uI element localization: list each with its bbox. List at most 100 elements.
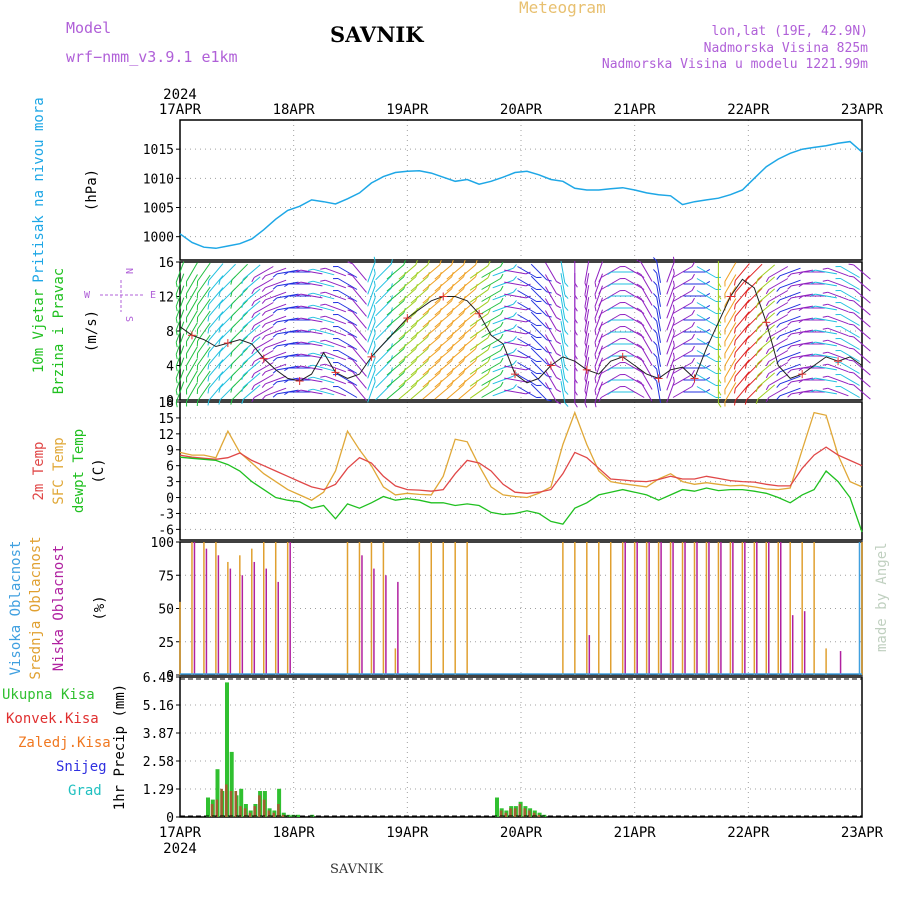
wind-barb bbox=[197, 262, 211, 282]
wind-barb-head bbox=[734, 304, 736, 310]
wind-barb-head bbox=[175, 390, 178, 396]
wind-barb-head bbox=[574, 342, 578, 348]
wind-barb bbox=[640, 322, 653, 342]
wind-barb bbox=[375, 323, 392, 341]
y-tick-label: 1010 bbox=[143, 172, 174, 187]
wind-barb bbox=[815, 353, 837, 359]
wind-barb-head bbox=[755, 338, 759, 344]
wind-barb-head bbox=[776, 299, 781, 304]
wind-barb-head bbox=[207, 400, 210, 406]
wind-barb bbox=[504, 341, 526, 347]
wind-barb-head bbox=[672, 268, 675, 274]
wind-barb bbox=[337, 374, 358, 386]
wind-barb bbox=[530, 371, 548, 389]
wind-barb-head bbox=[598, 277, 602, 283]
wind-barb bbox=[656, 345, 661, 367]
wind-barb-head bbox=[653, 269, 658, 274]
wind-barb-head bbox=[734, 388, 736, 394]
wind-barb-head bbox=[691, 273, 695, 279]
convective-precip-bar bbox=[509, 808, 512, 817]
wind-barb bbox=[734, 311, 750, 329]
wind-barb bbox=[352, 383, 367, 401]
wind-barb bbox=[734, 371, 750, 389]
wind-barb-head bbox=[848, 371, 854, 374]
wind-barb-head bbox=[175, 318, 178, 324]
wind-barb-head bbox=[653, 305, 658, 310]
wind-barb-head bbox=[218, 279, 221, 285]
precip-unit: 1hr Precip (mm) bbox=[112, 684, 128, 810]
convective-precip-bar bbox=[532, 812, 536, 817]
wind-barb bbox=[530, 275, 548, 293]
wind-barb-head bbox=[574, 306, 578, 312]
wind-barb-head bbox=[598, 289, 602, 295]
wind-barb bbox=[530, 323, 548, 341]
pressure-line bbox=[179, 140, 863, 250]
wind-barb-head bbox=[272, 345, 278, 350]
wind-barb-head bbox=[672, 292, 675, 298]
wind-barb-head bbox=[734, 364, 736, 370]
wind-barb-head bbox=[744, 375, 747, 381]
wind-barb-head bbox=[320, 303, 326, 306]
wind-barb-head bbox=[848, 335, 854, 338]
wind-barb bbox=[827, 327, 849, 337]
y-tick-label: 6.45 bbox=[143, 671, 174, 686]
wind-barb bbox=[325, 267, 347, 277]
wind-barb bbox=[492, 291, 514, 301]
wind-barb bbox=[469, 337, 489, 351]
wind-barb bbox=[560, 321, 566, 343]
wind-barb-head bbox=[487, 308, 491, 314]
wind-barb-head bbox=[241, 386, 244, 392]
wind-barb bbox=[186, 382, 198, 402]
wind-barb bbox=[779, 303, 801, 313]
wind-barb-head bbox=[487, 320, 491, 326]
wind-barb bbox=[175, 333, 185, 355]
wind-barb-head bbox=[574, 330, 578, 336]
time-tick-label-top: 20APR bbox=[500, 102, 543, 118]
wind-barb bbox=[791, 281, 814, 287]
wind-barb-head bbox=[734, 292, 736, 298]
wind-barb bbox=[208, 263, 224, 281]
wind-barb-head bbox=[463, 260, 466, 266]
wind-barb bbox=[504, 269, 526, 275]
wind-barb-head bbox=[251, 397, 255, 403]
wind-barb bbox=[186, 286, 198, 306]
wind-barb-head bbox=[798, 391, 804, 396]
wind-barb-head bbox=[776, 335, 781, 340]
wind-barb bbox=[504, 329, 526, 335]
y-tick-label: -3 bbox=[158, 507, 174, 522]
wind-barb-head bbox=[574, 378, 578, 384]
wind-barb bbox=[594, 309, 603, 331]
wind-barb bbox=[469, 301, 489, 315]
wind-barb bbox=[779, 327, 801, 337]
wind-barb-head bbox=[744, 387, 747, 393]
wind-barb bbox=[779, 267, 801, 277]
wind-barb-head bbox=[218, 339, 221, 345]
wind-barb-head bbox=[755, 278, 759, 284]
y-tick-label: 16 bbox=[158, 256, 174, 271]
wind-barb bbox=[367, 309, 376, 331]
wind-barb bbox=[696, 314, 717, 326]
wind-barb bbox=[768, 362, 789, 374]
wind-barb bbox=[253, 278, 274, 290]
wind-barb bbox=[186, 310, 198, 330]
wind-barb bbox=[840, 338, 860, 350]
wind-barb bbox=[724, 310, 737, 330]
wind-barb-head bbox=[261, 311, 266, 316]
time-tick-label-bottom: 18APR bbox=[273, 825, 316, 841]
wind-barb bbox=[458, 372, 476, 388]
wind-barb-head bbox=[691, 309, 695, 315]
wind-barb bbox=[492, 363, 514, 373]
wind-barb bbox=[458, 360, 476, 376]
wind-barb-head bbox=[241, 314, 244, 320]
wind-barb bbox=[544, 310, 557, 330]
wind-barb bbox=[446, 324, 464, 340]
wind-barb-head bbox=[373, 268, 376, 274]
y-tick-label: 100 bbox=[151, 536, 174, 551]
wind-barb bbox=[560, 285, 566, 307]
wind-barb-head bbox=[546, 399, 552, 402]
wind-barb-head bbox=[574, 366, 578, 372]
wind-barb bbox=[504, 281, 526, 287]
convective-precip-bar bbox=[272, 812, 275, 817]
wind-barb bbox=[656, 309, 661, 331]
wind-barb bbox=[492, 351, 514, 361]
